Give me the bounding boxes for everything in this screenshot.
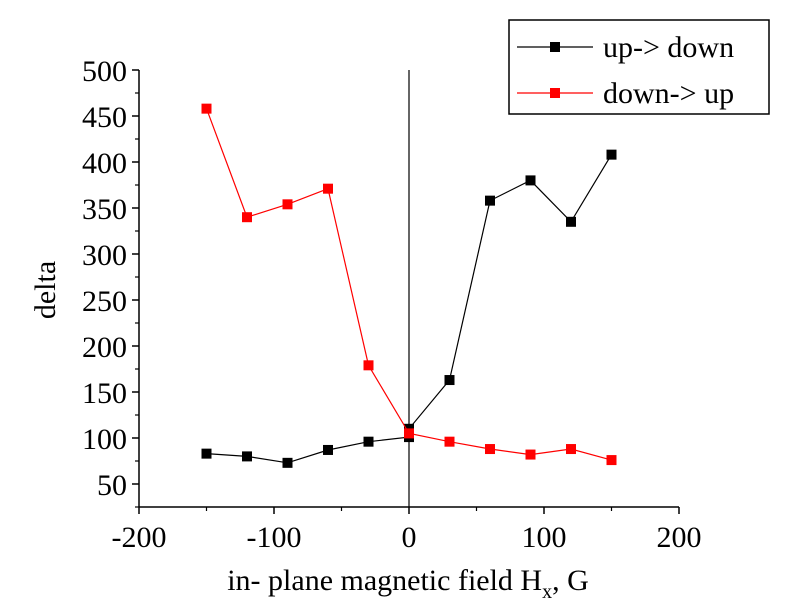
data-point	[566, 216, 576, 227]
data-point	[525, 175, 536, 186]
data-point	[282, 199, 293, 210]
legend: up-> down down-> up	[508, 19, 770, 115]
data-point	[201, 448, 212, 459]
x-tick-label: 100	[522, 521, 567, 554]
y-tick-label: 450	[82, 101, 127, 134]
y-axis-title: delta	[29, 261, 62, 319]
y-tick-label: 250	[82, 285, 127, 318]
legend-marker	[550, 88, 560, 98]
y-tick-label: 200	[82, 331, 127, 364]
data-point	[323, 183, 333, 194]
data-point	[485, 195, 495, 206]
data-point	[282, 457, 293, 468]
data-point	[566, 444, 576, 455]
data-point	[242, 451, 252, 462]
series-down-up	[201, 103, 617, 466]
y-tick-label: 400	[82, 147, 127, 180]
legend-marker	[550, 42, 560, 52]
x-axis-title-suffix: , G	[552, 564, 589, 597]
data-point	[606, 455, 617, 466]
y-tick-label: 50	[97, 469, 127, 502]
x-axis-title: in- plane magnetic field Hx, G	[227, 564, 589, 603]
data-point	[363, 436, 374, 447]
y-tick-label: 300	[82, 239, 127, 272]
data-point	[323, 444, 333, 455]
x-tick-label: 0	[402, 521, 417, 554]
x-axis-title-main: in- plane magnetic field H	[227, 564, 542, 597]
data-point	[363, 360, 374, 371]
axes: 50 100 150 200 250 300 350 400 450 500 -200 -100 0 10…	[82, 55, 702, 554]
data-point	[201, 103, 212, 114]
legend-label: down-> up	[603, 77, 734, 110]
series-layer	[201, 103, 617, 468]
y-tick-label: 500	[82, 55, 127, 88]
y-tick-label: 350	[82, 193, 127, 226]
legend-label: up-> down	[603, 31, 734, 64]
y-tick-label: 100	[82, 423, 127, 456]
x-tick-label: -100	[247, 521, 302, 554]
legend-box	[508, 19, 770, 115]
y-tick-label: 150	[82, 377, 127, 410]
x-axis-title-subscript: x	[542, 581, 552, 603]
x-tick-label: -200	[112, 521, 167, 554]
data-point	[444, 436, 455, 447]
data-point	[485, 444, 495, 455]
data-point	[242, 212, 252, 223]
data-point	[606, 149, 617, 160]
data-point	[444, 375, 455, 386]
data-point	[404, 428, 414, 439]
x-tick-label: 200	[657, 521, 702, 554]
data-point	[525, 449, 536, 460]
